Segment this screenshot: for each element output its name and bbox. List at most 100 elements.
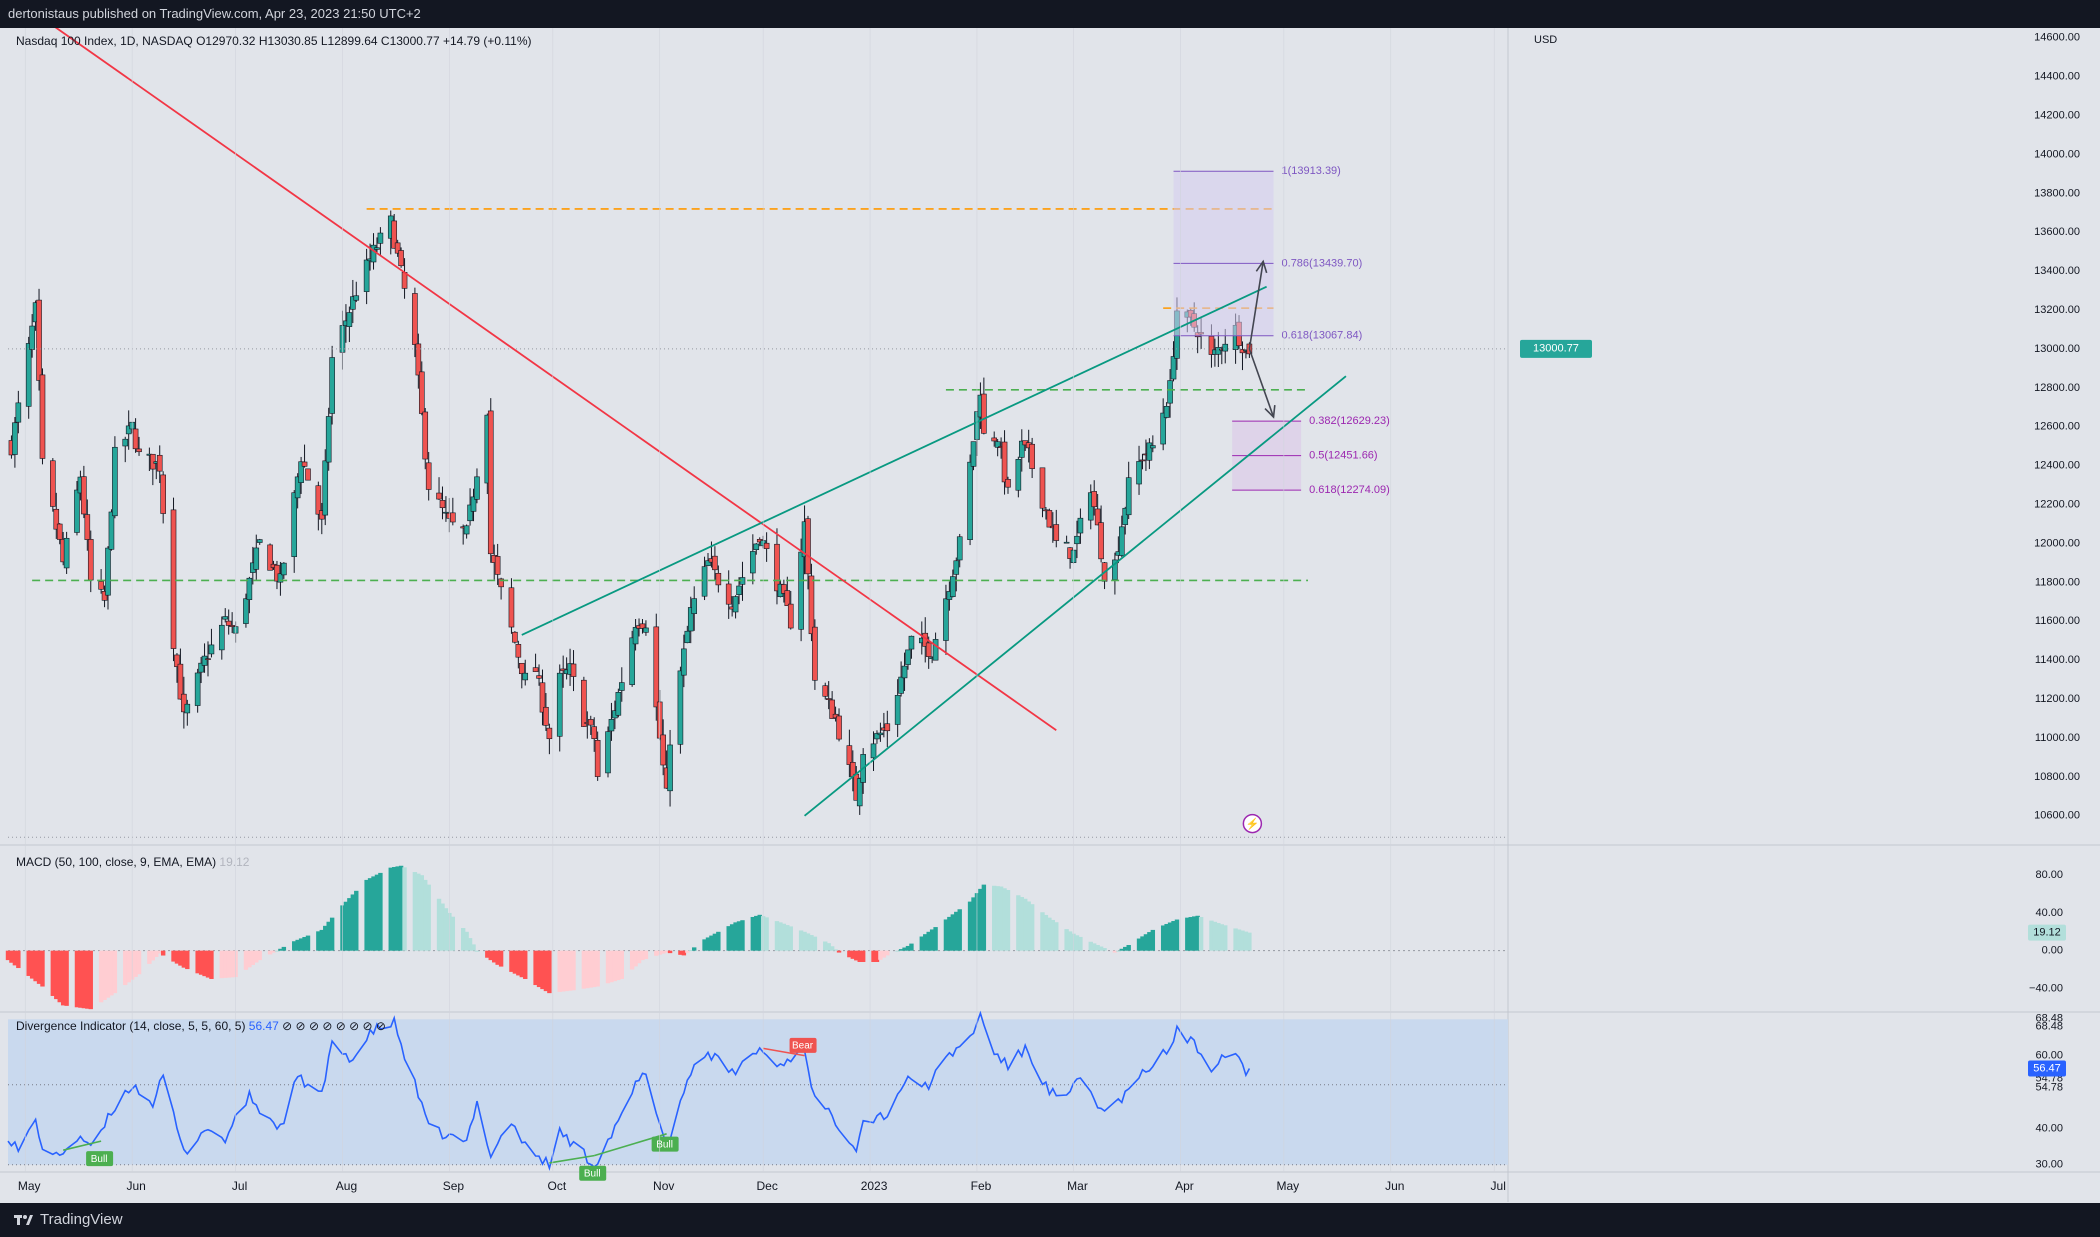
candle (105, 547, 111, 596)
time-axis-tick: May (18, 1179, 41, 1193)
last-price-label: 13000.77 (1533, 343, 1579, 355)
macd-legend[interactable]: MACD (50, 100, close, 9, EMA, EMA) 19.12 (16, 855, 249, 869)
candle (125, 425, 132, 435)
candle (653, 626, 660, 708)
macd-bar (712, 933, 718, 951)
divergence-legend[interactable]: Divergence Indicator (14, close, 5, 5, 6… (16, 1019, 386, 1033)
candle (84, 514, 91, 540)
macd-bar (1005, 890, 1011, 951)
macd-bar (74, 950, 80, 1008)
macd-bar (557, 950, 562, 992)
macd-bar (688, 950, 693, 952)
rsi-band (8, 1019, 1508, 1165)
macd-bar (971, 897, 976, 951)
macd-bar (29, 950, 35, 979)
macd-bar (1050, 919, 1056, 951)
candle (1150, 445, 1156, 449)
candle (53, 508, 60, 530)
macd-bar (547, 950, 552, 994)
main-legend-text: Nasdaq 100 Index, 1D, NASDAQ O12970.32 H… (16, 34, 532, 48)
candle (822, 685, 829, 697)
macd-bar (219, 950, 224, 979)
candle (50, 460, 56, 507)
candle (705, 560, 711, 566)
macd-bar (629, 950, 635, 970)
candle (1091, 491, 1098, 508)
macd-bar (416, 873, 421, 951)
rsi-value-badge (2028, 1060, 2066, 1077)
macd-bar (595, 950, 600, 987)
candle (667, 744, 673, 792)
arrow-up[interactable] (1248, 261, 1264, 350)
macd-bar (726, 926, 731, 951)
candle (298, 461, 304, 483)
macd-bar (716, 931, 721, 951)
candle (898, 676, 904, 694)
divergence-line-bear (763, 1047, 805, 1057)
macd-bar (847, 950, 852, 958)
macd-bar (536, 950, 542, 988)
candle (353, 295, 360, 301)
macd-bar (1188, 917, 1193, 951)
time-axis-tick: Sep (443, 1179, 465, 1193)
candle (291, 492, 298, 557)
macd-bar (398, 865, 404, 951)
macd-bar (109, 950, 114, 996)
trendline-teal-lower[interactable] (803, 375, 1347, 817)
macd-bar (774, 921, 780, 951)
macd-bar (419, 875, 424, 951)
trendline-red-downtrend[interactable] (15, 0, 1057, 731)
rsi-axis-tick: 30.00 (2035, 1159, 2063, 1171)
divergence-tag-label: Bear (792, 1040, 814, 1051)
rsi-line[interactable] (7, 1010, 1251, 1172)
macd-bar (664, 950, 669, 953)
candle (412, 293, 418, 345)
macd-axis-tick: −40.00 (2029, 982, 2063, 994)
time-axis-tick: Jun (1385, 1179, 1404, 1193)
macd-bar (685, 950, 690, 953)
candle (556, 672, 563, 737)
macd-bar (292, 941, 297, 951)
trendline-teal-upper[interactable] (521, 285, 1268, 636)
macd-bar (147, 950, 152, 964)
macd-bar (202, 950, 207, 977)
macd-bar (436, 898, 442, 951)
fib-lower-label: 0.382(12629.23) (1309, 415, 1390, 427)
macd-bar (81, 950, 87, 1009)
candle (243, 598, 249, 624)
candle (201, 655, 208, 666)
candle (684, 630, 691, 644)
price-axis-unit: USD (1534, 34, 1557, 46)
macd-bar (729, 924, 735, 951)
candle (1077, 517, 1084, 534)
price-axis-tick: 13000.00 (2034, 343, 2080, 355)
macd-bar (702, 939, 707, 951)
candle (660, 734, 666, 766)
candle (498, 578, 504, 588)
macd-bar (905, 945, 911, 951)
macd-bar (329, 917, 335, 951)
macd-bar (126, 950, 131, 983)
macd-bar (423, 879, 428, 951)
macd-bar (426, 884, 431, 951)
candle (346, 312, 353, 327)
price-axis-tick: 13200.00 (2034, 304, 2080, 316)
candle (687, 607, 694, 632)
macd-bar (1147, 932, 1152, 951)
event-marker-icon[interactable] (1242, 813, 1263, 834)
candle (1122, 507, 1129, 525)
macd-bar (160, 950, 166, 956)
arrow-down[interactable] (1248, 348, 1275, 418)
candle (970, 441, 977, 467)
macd-bar (350, 894, 356, 951)
macd-bar (88, 950, 93, 1010)
macd-bar (750, 916, 756, 951)
macd-bar (57, 950, 62, 1003)
macd-bar (1126, 945, 1131, 951)
candle (253, 547, 260, 570)
fib-upper-zone[interactable] (1173, 171, 1274, 336)
macd-bar (498, 950, 504, 967)
main-legend[interactable]: Nasdaq 100 Index, 1D, NASDAQ O12970.32 H… (16, 34, 531, 48)
macd-bar (919, 936, 924, 951)
